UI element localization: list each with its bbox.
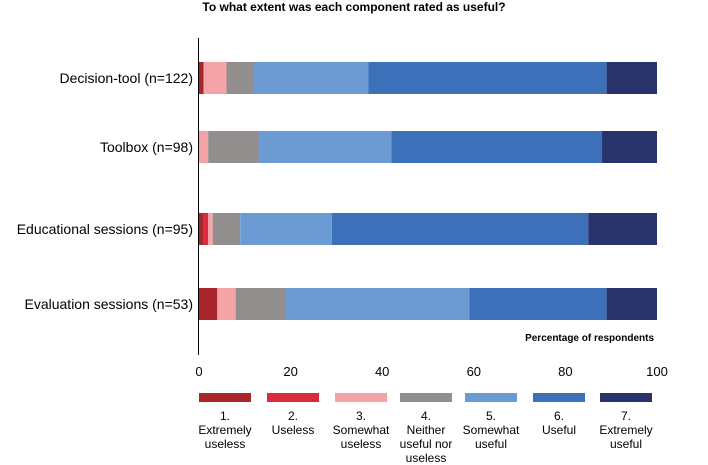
legend-item: 7. Extremely useful (586, 393, 666, 451)
bar-segment (469, 288, 607, 320)
category-label: Evaluation sessions (n=53) (25, 296, 194, 312)
x-tick-label: 40 (375, 364, 389, 379)
bar-segment (253, 62, 369, 94)
legend-swatch (533, 393, 585, 402)
legend-label: 7. Extremely useful (599, 409, 653, 451)
category-label: Decision-tool (n=122) (60, 70, 193, 86)
legend-label: 5. Somewhat useful (462, 409, 520, 451)
legend-item: 5. Somewhat useful (451, 393, 531, 451)
legend-label: 6. Useful (541, 409, 576, 437)
bar-segment (606, 288, 657, 320)
x-tick-label: 0 (195, 364, 202, 379)
bar-segment (235, 288, 287, 320)
bar-segment (203, 213, 209, 245)
legend-swatch (267, 393, 319, 402)
x-tick-label: 80 (558, 364, 572, 379)
x-tick-label: 100 (646, 364, 668, 379)
bar-segment (217, 288, 236, 320)
bar-segment (602, 131, 657, 163)
legend-label: 1. Extremely useless (198, 409, 252, 451)
legend-item: 2. Useless (253, 393, 333, 437)
chart-plot: Decision-tool (n=122) Toolbox (n=98) Educa… (17, 38, 668, 379)
bar-segment (606, 62, 657, 94)
bar-segment (199, 288, 218, 320)
bar-segment (203, 62, 227, 94)
legend-item: 3. Somewhat useless (321, 393, 401, 451)
x-tick-label: 60 (467, 364, 481, 379)
legend-label: 4. Neither useful nor useless (399, 409, 453, 465)
bar-segment (391, 131, 603, 163)
legend-swatch (465, 393, 517, 402)
bar-segment (208, 131, 259, 163)
legend-item: 4. Neither useful nor useless (386, 393, 466, 465)
bar-segment (208, 213, 213, 245)
legend-item: 6. Useful (519, 393, 599, 437)
bar-segment (258, 131, 392, 163)
chart-title: To what extent was each component rated … (202, 0, 506, 14)
legend-swatch (600, 393, 652, 402)
category-label: Toolbox (n=98) (100, 139, 193, 155)
legend-item: 1. Extremely useless (185, 393, 265, 451)
legend: 1. Extremely useless 2. Useless 3. Somewha… (0, 393, 708, 465)
bar-segment (199, 62, 204, 94)
bar-segment (331, 213, 589, 245)
bar-segment (240, 213, 332, 245)
legend-label: 2. Useless (271, 409, 315, 437)
bar-segment (226, 62, 254, 94)
bar-segment (588, 213, 657, 245)
legend-swatch (335, 393, 387, 402)
legend-label: 3. Somewhat useless (332, 409, 390, 451)
legend-swatch (199, 393, 251, 402)
category-label: Educational sessions (n=95) (17, 221, 193, 237)
bar-segment (199, 131, 209, 163)
bar-segment (368, 62, 607, 94)
legend-swatch (400, 393, 452, 402)
x-axis-label: Percentage of respondents (525, 333, 654, 344)
bar-segment (286, 288, 470, 320)
x-tick-label: 20 (283, 364, 297, 379)
bar-segment (212, 213, 241, 245)
bar-segment (199, 213, 204, 245)
